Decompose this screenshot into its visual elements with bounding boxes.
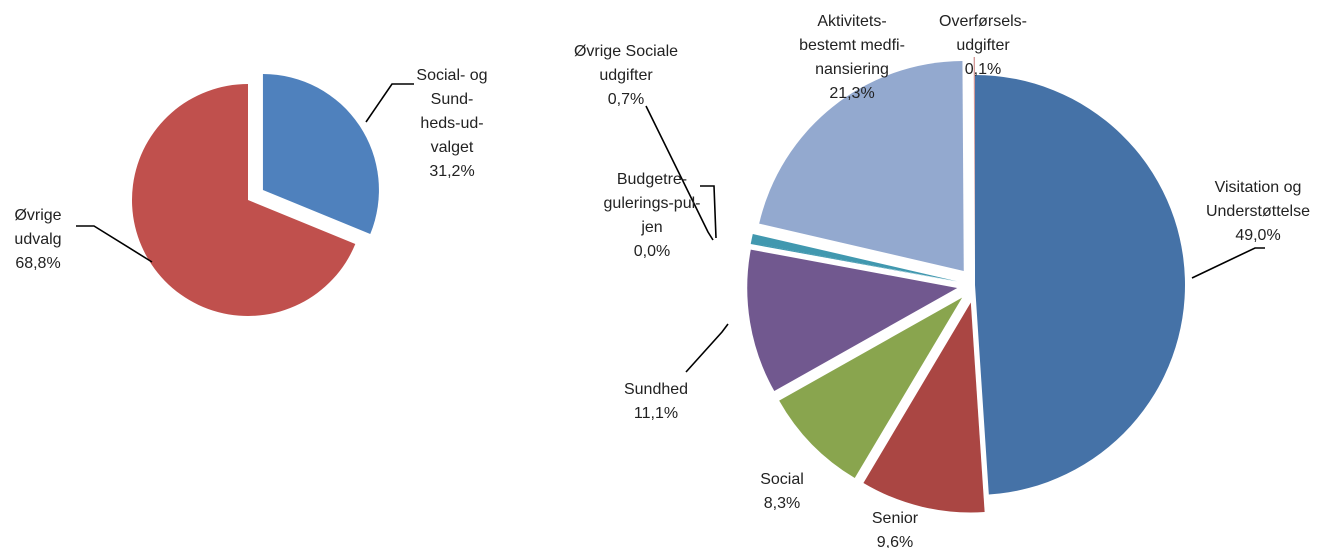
slice-name-line: Aktivitets-: [817, 13, 886, 30]
slice-value-label: 49,0%: [1235, 227, 1280, 244]
slice-name-line: Budgetre-: [617, 171, 687, 188]
slices-udvalg: [132, 73, 379, 316]
slice-value-label: 68,8%: [15, 255, 60, 272]
slice-name-line: jen: [640, 219, 662, 236]
pie-slice-overfoersels-udgifter: [973, 57, 975, 268]
slice-value-label: 8,3%: [764, 495, 800, 512]
slice-name-line: valget: [431, 139, 474, 156]
pie-chart-udvalg: Social- og Sund-heds-ud-valget 31,2% Øvrige…: [14, 67, 488, 316]
slice-label-aktivitets-bestemt-medfi-nansiering: Aktivitets-bestemt medfi-nansiering 21,3%: [799, 13, 905, 102]
slice-value-label: 11,1%: [634, 405, 678, 422]
slice-name-line: Visitation og: [1215, 179, 1302, 196]
slice-value-label: 9,6%: [877, 534, 913, 548]
pie-slice-oevrige-sociale-udgifter: [750, 233, 958, 282]
slice-label-sundhed: Sundhed 11,1%: [624, 381, 688, 422]
slice-value-label: 0,7%: [608, 91, 644, 108]
pie-slice-senior: [863, 302, 985, 513]
leader-line-sundhed: [685, 323, 729, 373]
slice-name-line: Social- og: [416, 67, 487, 84]
slice-name-line: heds-ud-: [420, 115, 483, 132]
slice-name-line: Overførsels-: [939, 13, 1027, 30]
slice-name-line: Øvrige: [14, 207, 61, 224]
slice-label-budgetre-gulerings-pul-jen: Budgetre-gulerings-pul-jen 0,0%: [604, 171, 701, 260]
leaders-udvalg: [76, 83, 414, 263]
pie-slice-social-og-sund-heds-ud-valget: [262, 73, 379, 235]
slice-label-senior: Senior 9,6%: [872, 510, 919, 548]
slice-value-label: 0,0%: [634, 243, 670, 260]
slice-value-label: 0,1%: [965, 61, 1001, 78]
slice-name-line: udgifter: [956, 37, 1010, 54]
pie-slice-aktivitets-bestemt-medfi-nansiering: [759, 60, 964, 271]
slice-value-label: 31,2%: [429, 163, 474, 180]
slice-name-line: gulerings-pul-: [604, 195, 701, 212]
slice-label-social-og-sund-heds-ud-valget: Social- og Sund-heds-ud-valget 31,2%: [416, 67, 487, 180]
leader-line-budgetre-gulerings-pul-jen: [700, 185, 717, 239]
slice-label-visitation-og-understoettelse: Visitation og Understøttelse 49,0%: [1206, 179, 1310, 244]
slice-name-line: Sundhed: [624, 381, 688, 398]
slice-label-social: Social 8,3%: [760, 471, 804, 512]
leaders-social-sundhed: [645, 105, 1265, 373]
pie-slice-sundhed: [747, 249, 958, 392]
slice-name-line: Sund-: [431, 91, 474, 108]
leader-line-visitation-og-understoettelse: [1191, 247, 1265, 279]
slice-name-line: bestemt medfi-: [799, 37, 905, 54]
pie-chart-social-sundhed: Visitation og Understøttelse 49,0% Senior 9,…: [574, 13, 1310, 548]
leader-line-oevrige-udvalg: [76, 225, 153, 263]
slice-label-oevrige-sociale-udgifter: Øvrige Sociale udgifter 0,7%: [574, 43, 678, 108]
leader-line-oevrige-sociale-udgifter: [645, 105, 714, 241]
labels-udvalg: Social- og Sund-heds-ud-valget 31,2% Øvrige…: [14, 67, 487, 272]
pie-slice-social: [779, 297, 963, 479]
pie-slice-visitation-og-understoettelse: [975, 75, 1186, 495]
slice-name-line: Senior: [872, 510, 919, 527]
labels-social-sundhed: Visitation og Understøttelse 49,0% Senior 9,…: [574, 13, 1310, 548]
slice-name-line: nansiering: [815, 61, 889, 78]
slice-name-line: udgifter: [599, 67, 653, 84]
slice-name-line: Øvrige Sociale: [574, 43, 678, 60]
slice-name-line: udvalg: [14, 231, 61, 248]
slice-label-oevrige-udvalg: Øvrige udvalg 68,8%: [14, 207, 61, 272]
slice-label-overfoersels-udgifter: Overførsels-udgifter 0,1%: [939, 13, 1027, 78]
slice-name-line: Social: [760, 471, 804, 488]
leader-line-social-og-sund-heds-ud-valget: [365, 83, 414, 123]
slice-name-line: Understøttelse: [1206, 203, 1310, 220]
slice-value-label: 21,3%: [829, 85, 874, 102]
slices-social-sundhed: [747, 57, 1186, 513]
pie-slice-oevrige-udvalg: [132, 84, 356, 316]
